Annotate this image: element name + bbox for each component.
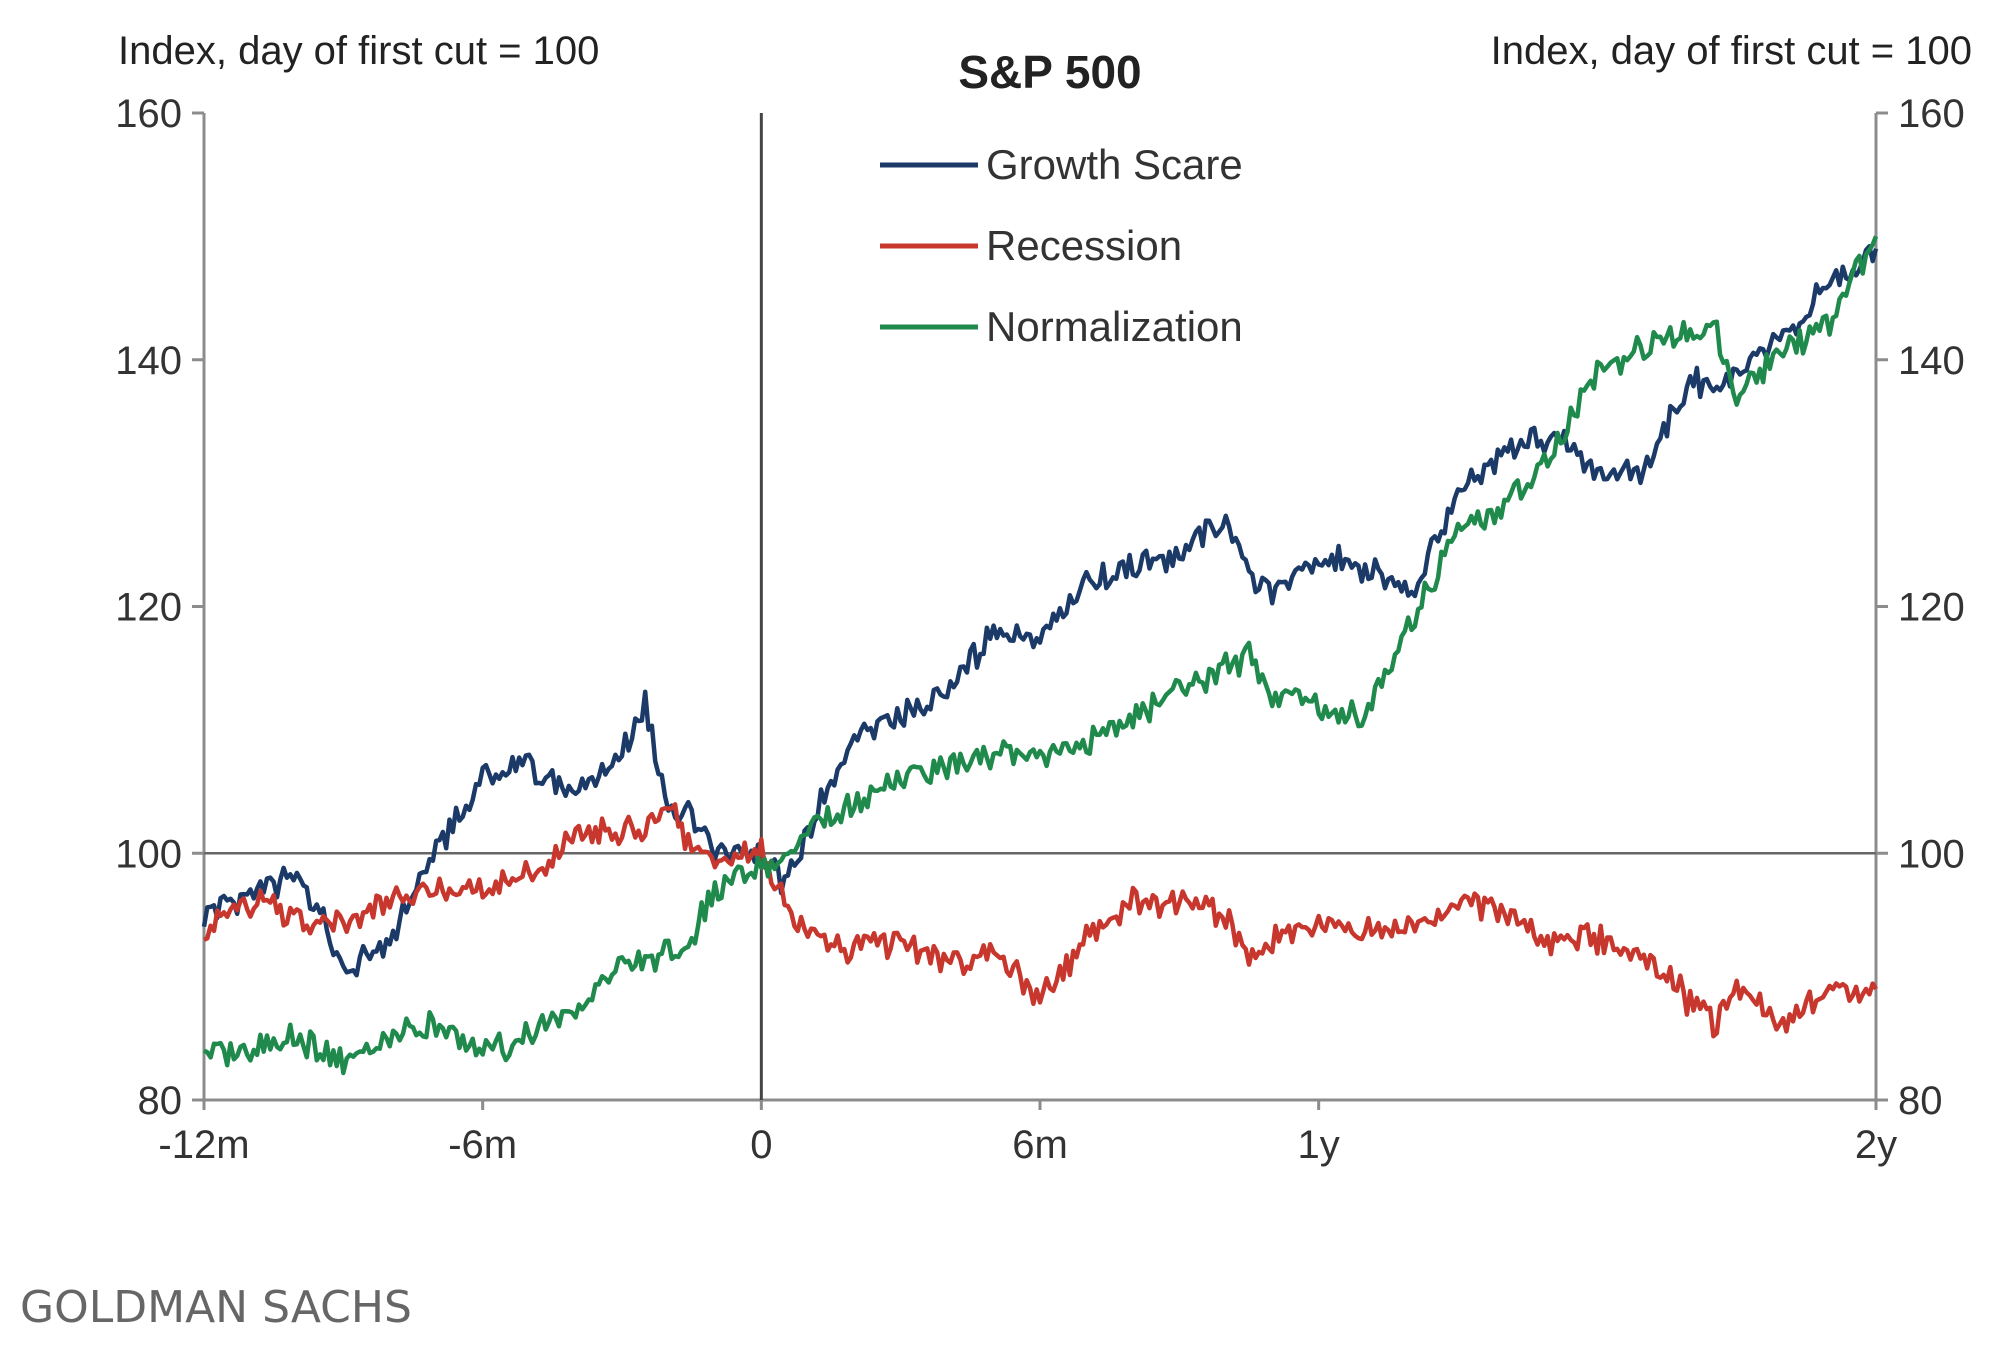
y-tick-label-right: 160	[1898, 92, 1965, 136]
legend-label: Normalization	[986, 303, 1243, 350]
chart-title: S&P 500	[958, 46, 1141, 98]
series-line-normalization	[202, 235, 1879, 1076]
y-tick-label-right: 140	[1898, 339, 1965, 383]
x-tick-label: 2y	[1855, 1123, 1897, 1167]
series-line-recession	[203, 802, 1878, 1039]
y-tick-label-right: 100	[1898, 832, 1965, 876]
y-axis-label-left: Index, day of first cut = 100	[118, 29, 599, 73]
reference-lines	[204, 113, 1876, 1100]
y-tick-label-right: 120	[1898, 586, 1965, 630]
x-tick-label: -12m	[158, 1123, 249, 1167]
x-tick-label: -6m	[448, 1123, 517, 1167]
legend: Growth Scare Recession Normalization	[880, 141, 1243, 350]
legend-label: Recession	[986, 222, 1182, 269]
source-label: GOLDMAN SACHS	[20, 1282, 412, 1333]
legend-label: Growth Scare	[986, 141, 1243, 188]
series-lines	[201, 235, 1879, 1076]
x-tick-label: 0	[750, 1123, 772, 1167]
y-axis-label-right: Index, day of first cut = 100	[1491, 29, 1972, 73]
y-tick-label-left: 140	[115, 339, 182, 383]
x-tick-label: 1y	[1298, 1123, 1340, 1167]
series-line-growth-scare	[201, 244, 1879, 978]
y-tick-label-right: 80	[1898, 1079, 1943, 1123]
axes: 80 80 100 100 120 120 140 140 160 160 -12m -6m 0 6m 1y…	[115, 92, 1965, 1167]
y-tick-label-left: 160	[115, 92, 182, 136]
x-tick-label: 6m	[1012, 1123, 1068, 1167]
y-tick-label-left: 100	[115, 832, 182, 876]
y-tick-label-left: 80	[138, 1079, 183, 1123]
y-tick-label-left: 120	[115, 586, 182, 630]
